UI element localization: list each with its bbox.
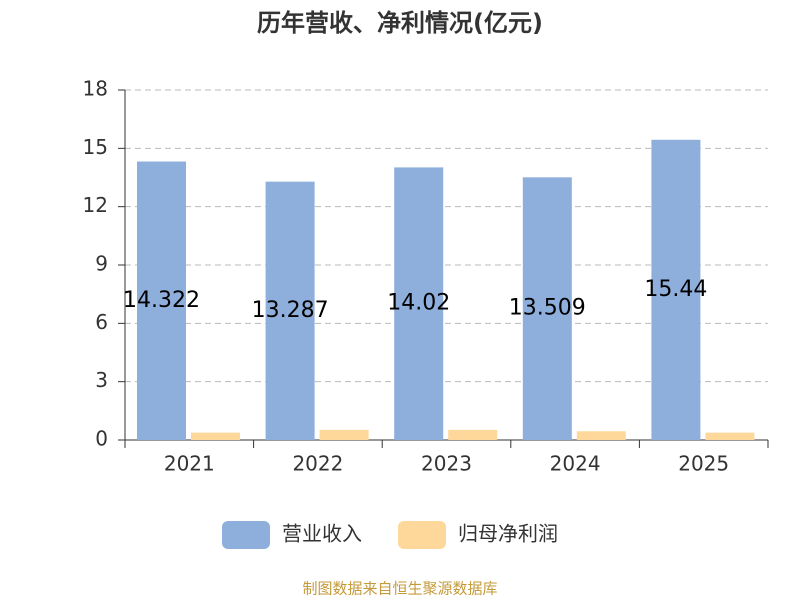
data-label: 15.44 (644, 277, 707, 302)
chart-title: 历年营收、净利情况(亿元) (257, 9, 543, 37)
y-tick-label: 3 (95, 368, 108, 392)
x-tick-label: 2021 (164, 452, 215, 476)
x-tick-label: 2025 (678, 452, 729, 476)
bar (705, 432, 755, 440)
source-note: 制图数据来自恒生聚源数据库 (302, 580, 497, 598)
legend-swatch (222, 521, 270, 549)
legend-swatch (398, 521, 446, 549)
legend-label: 营业收入 (282, 522, 362, 546)
y-tick-label: 9 (95, 252, 108, 276)
bar (576, 431, 626, 440)
x-tick-label: 2022 (292, 452, 343, 476)
bar (265, 181, 315, 440)
y-tick-label: 6 (95, 310, 108, 334)
x-tick-label: 2023 (421, 452, 472, 476)
data-label: 14.02 (387, 291, 450, 316)
bar (448, 429, 498, 440)
legend-label: 归母净利润 (458, 522, 558, 546)
x-tick-label: 2024 (550, 452, 601, 476)
bar (191, 432, 240, 440)
y-tick-label: 0 (95, 427, 108, 451)
bar (522, 177, 572, 440)
y-tick-label: 15 (83, 135, 108, 159)
y-tick-label: 18 (83, 77, 108, 101)
y-tick-label: 12 (83, 193, 108, 217)
bar (651, 139, 701, 440)
bar (394, 167, 444, 440)
bar (137, 161, 186, 440)
data-label: 13.287 (252, 298, 329, 323)
data-label: 14.322 (123, 288, 200, 313)
data-label: 13.509 (509, 296, 586, 321)
bar (319, 429, 369, 440)
